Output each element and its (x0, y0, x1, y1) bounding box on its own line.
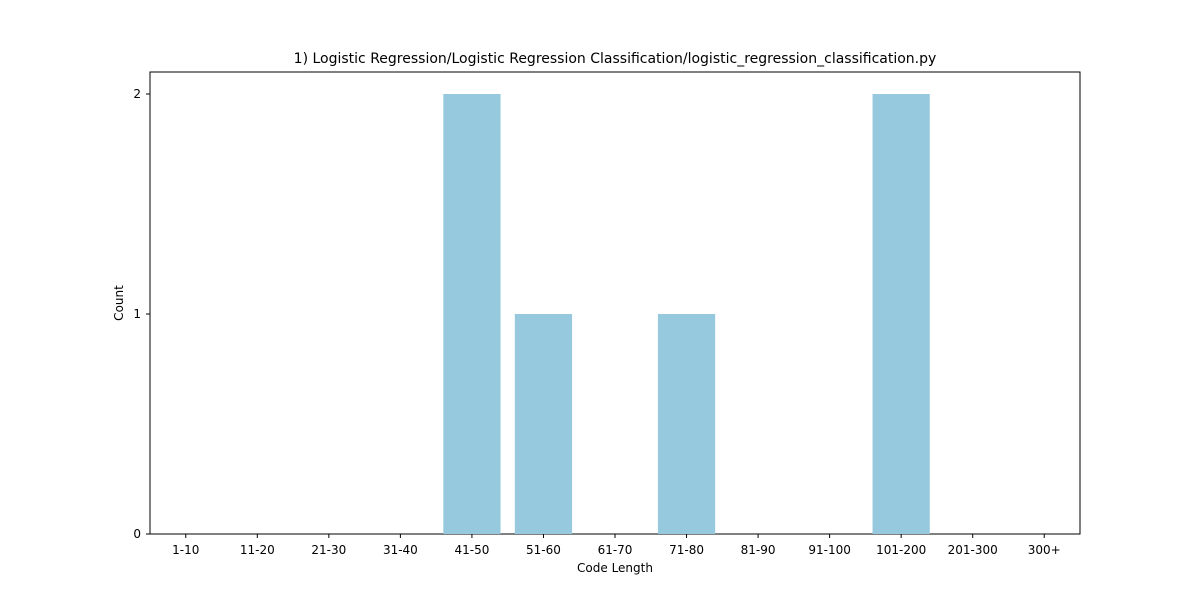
x-tick-label: 300+ (1028, 543, 1061, 557)
bar-71-80 (657, 314, 716, 534)
x-axis-ticks: 1-10 11-20 21-30 31-40 41-50 51-60 61-70 71-80 8… (172, 534, 1061, 557)
x-tick-label: 81-90 (741, 543, 776, 557)
x-tick-label: 11-20 (240, 543, 275, 557)
x-tick-label: 31-40 (383, 543, 418, 557)
x-tick-label: 101-200 (876, 543, 926, 557)
x-tick-label: 41-50 (454, 543, 489, 557)
plot-area: 1-10 11-20 21-30 31-40 41-50 51-60 61-70 71-80 8… (133, 71, 1081, 557)
bar-51-60 (514, 314, 573, 534)
bar-41-50 (443, 94, 501, 534)
chart-title: 1) Logistic Regression/Logistic Regressi… (294, 51, 937, 67)
plot-frame (149, 71, 1081, 535)
x-tick-label: 51-60 (526, 543, 561, 557)
x-tick-label: 1-10 (172, 543, 199, 557)
y-axis-ticks: 0 1 2 (133, 87, 150, 541)
bars (443, 94, 930, 534)
x-tick-label: 201-300 (948, 543, 998, 557)
x-tick-label: 71-80 (669, 543, 704, 557)
x-tick-label: 61-70 (598, 543, 633, 557)
x-axis-label: Code Length (577, 561, 653, 575)
x-tick-label: 91-100 (808, 543, 851, 557)
y-tick-label: 0 (133, 527, 141, 541)
y-tick-label: 2 (133, 87, 141, 101)
y-tick-label: 1 (133, 307, 141, 321)
y-axis-label: Count (112, 285, 126, 321)
bar-101-200 (872, 94, 930, 534)
x-tick-label: 21-30 (311, 543, 346, 557)
